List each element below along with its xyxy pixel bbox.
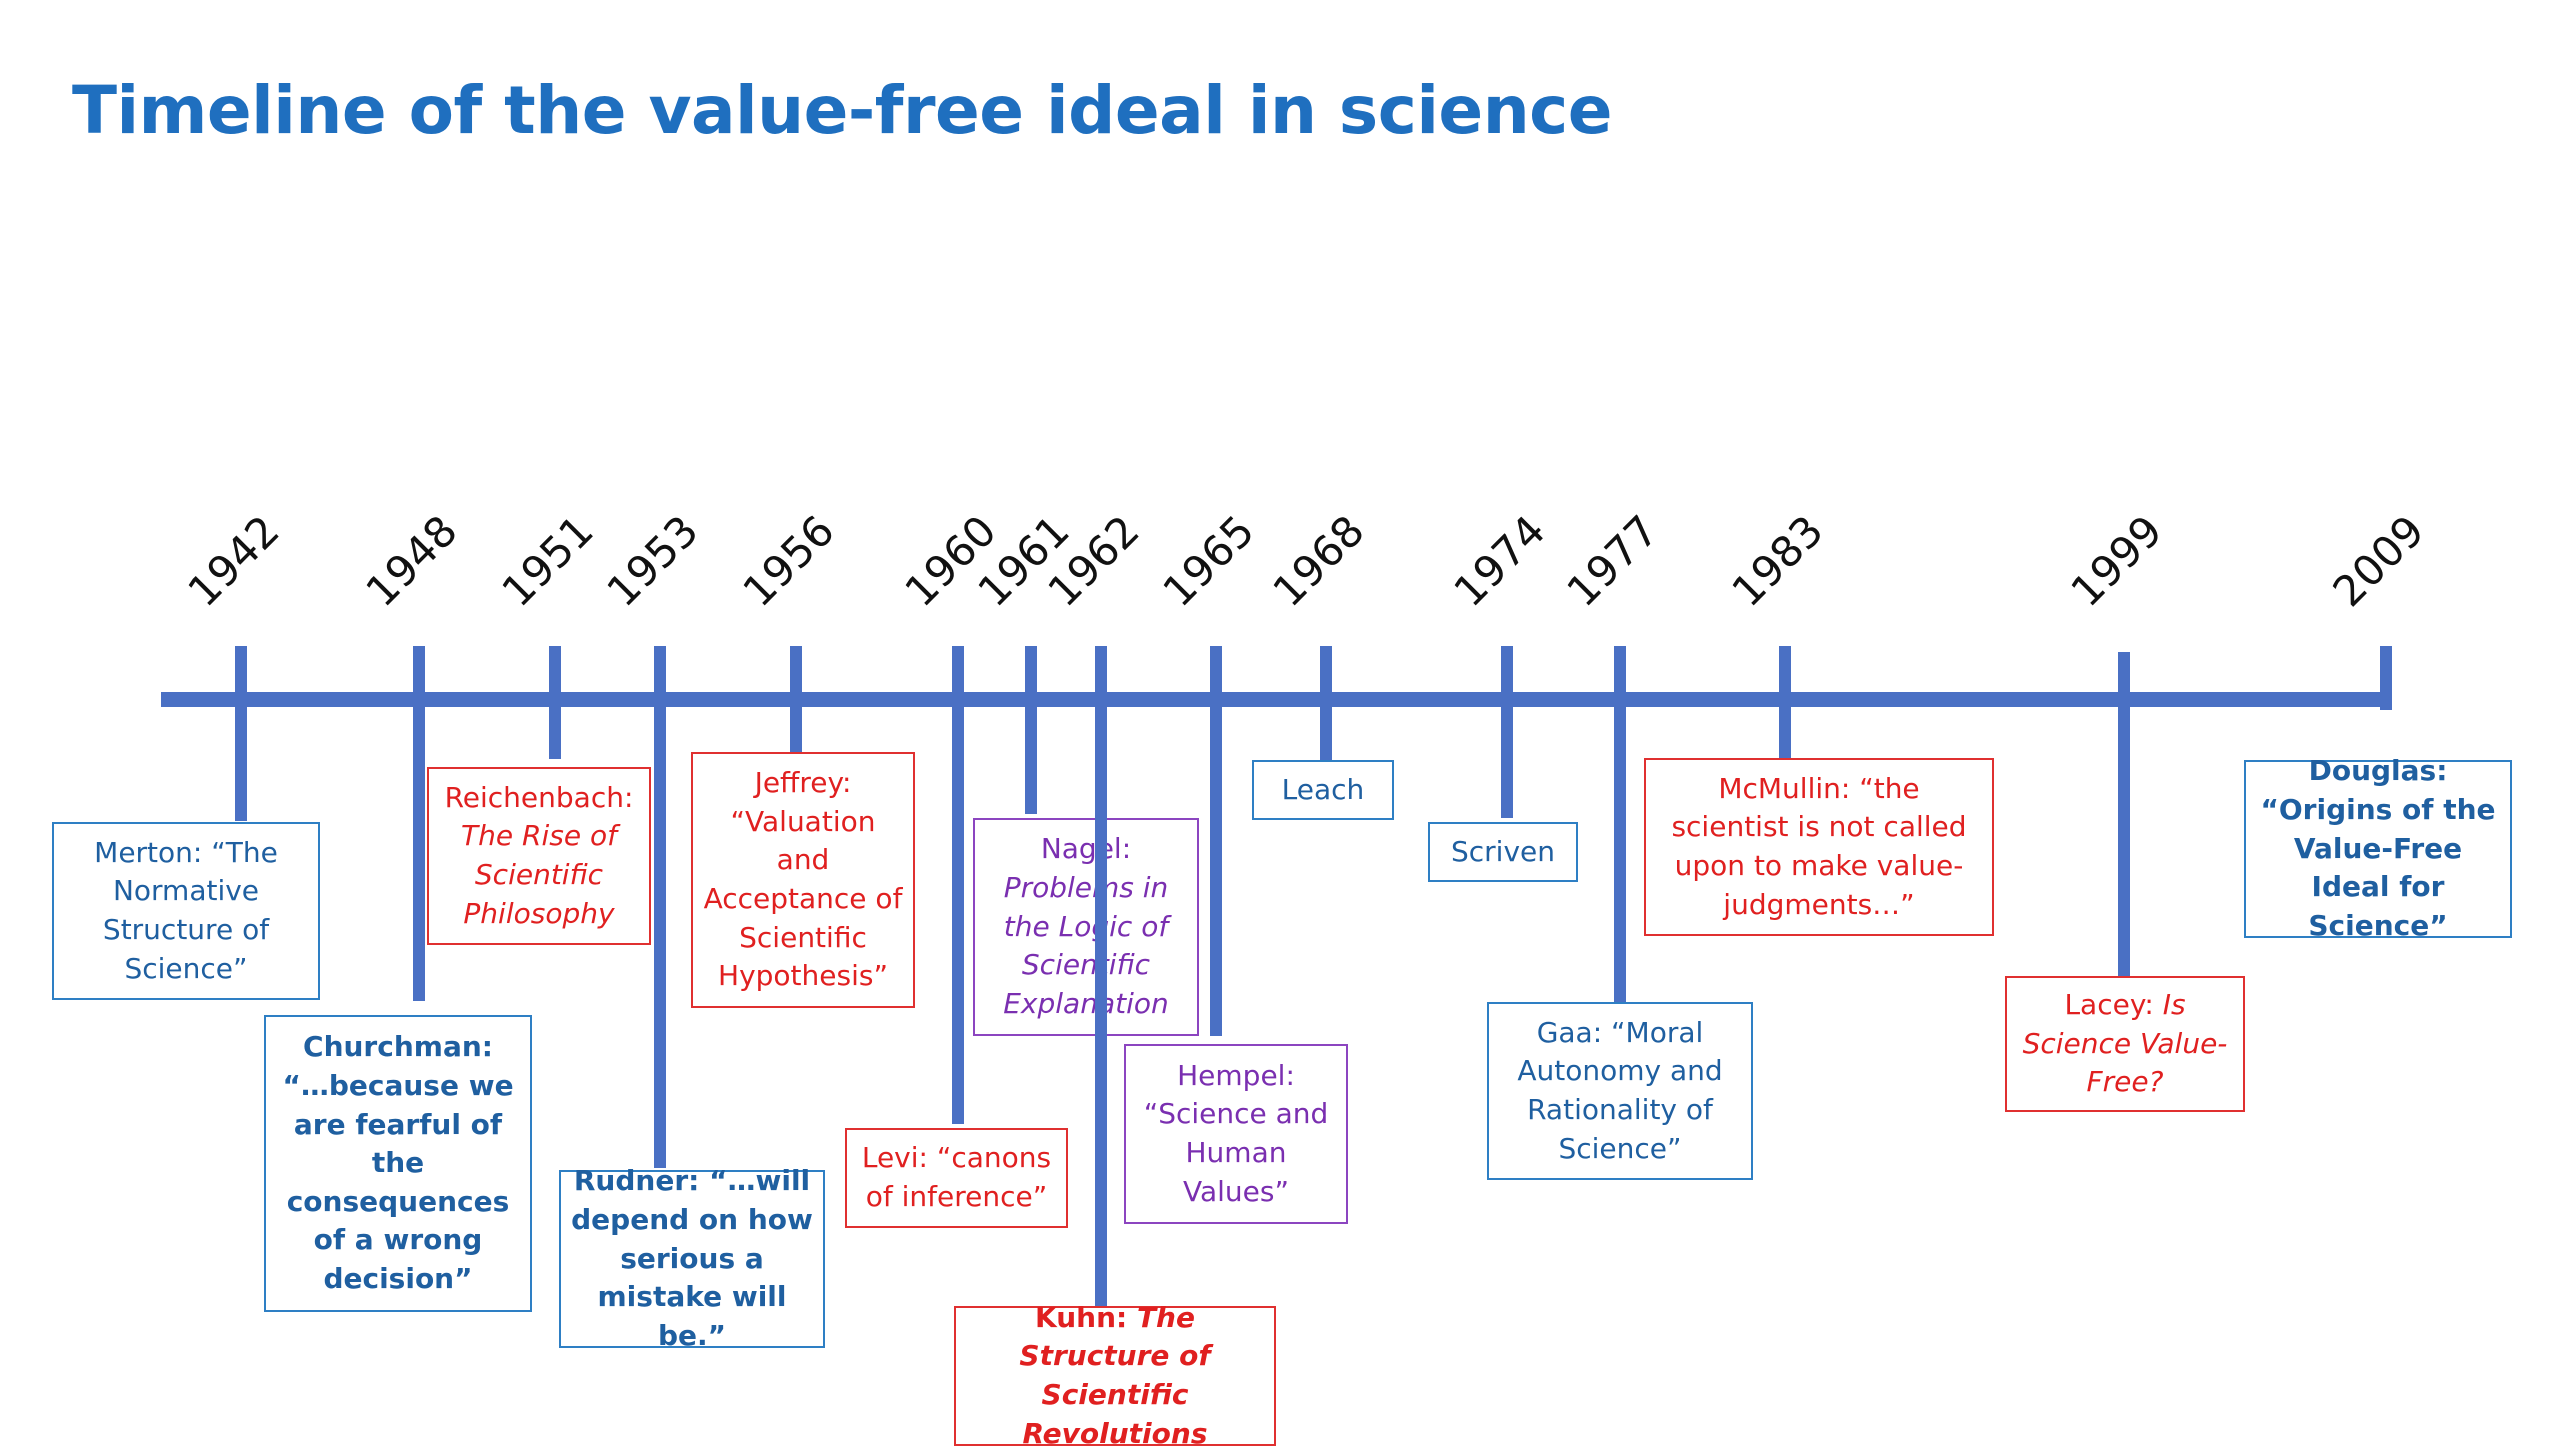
event-text: Levi: “canons of inference”	[857, 1139, 1056, 1216]
event-text-part: Kuhn:	[1035, 1300, 1137, 1334]
event-text: McMullin: “the scientist is not called u…	[1656, 770, 1982, 925]
timeline-axis	[161, 692, 2389, 707]
event-text: Douglas: “Origins of the Value-Free Idea…	[2256, 752, 2500, 945]
event-text-part: Leach	[1281, 772, 1365, 806]
year-label-1983: 1983	[1722, 505, 1833, 617]
year-label-1942: 1942	[178, 505, 289, 617]
event-text-part: Lacey:	[2064, 988, 2163, 1022]
year-label-1977: 1977	[1557, 505, 1668, 617]
event-box-kuhn: Kuhn: The Structure of Scientific Revolu…	[954, 1301, 1276, 1450]
year-label-1951: 1951	[492, 505, 603, 617]
event-text-part: Reichenbach:	[444, 780, 634, 814]
year-label-1968: 1968	[1263, 505, 1374, 617]
event-text-part: Gaa: “Moral Autonomy and Rationality of …	[1517, 1015, 1723, 1165]
timeline-tick-1956	[790, 646, 802, 754]
year-label-1956: 1956	[733, 505, 844, 617]
event-box-mcmullin: McMullin: “the scientist is not called u…	[1644, 758, 1994, 936]
event-title-italic: Problems in the Logic of Scientific Expl…	[1003, 871, 1169, 1020]
event-text: Lacey: Is Science Value-Free?	[2017, 986, 2233, 1102]
timeline-tick-1983	[1779, 646, 1791, 758]
timeline-tick-1960	[952, 646, 964, 1124]
year-label-1974: 1974	[1444, 505, 1555, 617]
year-label-1948: 1948	[356, 505, 467, 617]
event-box-hempel: Hempel: “Science and Human Values”	[1124, 1044, 1348, 1224]
event-text-part: Rudner: “…will depend on how serious a m…	[571, 1164, 813, 1352]
timeline-tick-1953	[654, 646, 666, 1168]
year-label-1999: 1999	[2061, 505, 2172, 617]
year-label-1953: 1953	[597, 505, 708, 617]
event-box-scriven: Scriven	[1428, 822, 1578, 882]
event-box-nagel: Nagel: Problems in the Logic of Scientif…	[973, 818, 1199, 1036]
event-box-douglas: Douglas: “Origins of the Value-Free Idea…	[2244, 754, 2512, 942]
year-label-2009: 2009	[2323, 505, 2434, 617]
timeline-tick-1951	[549, 646, 561, 759]
event-text-part: Scriven	[1450, 834, 1555, 868]
timeline-tick-1965	[1210, 646, 1222, 1036]
timeline-tick-1974	[1501, 646, 1513, 818]
event-text: Leach	[1282, 771, 1365, 810]
event-text-part: Levi: “canons of inference”	[861, 1141, 1052, 1213]
timeline-tick-1948	[413, 646, 425, 1001]
event-text: Rudner: “…will depend on how serious a m…	[571, 1162, 813, 1355]
event-box-levi: Levi: “canons of inference”	[845, 1128, 1068, 1228]
event-text: Nagel: Problems in the Logic of Scientif…	[985, 830, 1187, 1023]
event-text-part: Merton: “The Normative Structure of Scie…	[94, 835, 278, 985]
event-text-part: Jeffrey: “Valuation and Acceptance of Sc…	[703, 766, 903, 993]
event-title-italic: The Rise of Scientific Philosophy	[461, 819, 617, 930]
event-text: Merton: “The Normative Structure of Scie…	[64, 834, 308, 989]
year-label-1965: 1965	[1153, 505, 1264, 617]
event-text-part: Nagel:	[1040, 832, 1132, 866]
event-text-part: McMullin: “the scientist is not called u…	[1671, 771, 1967, 921]
timeline-tick-1961	[1025, 646, 1037, 814]
event-box-gaa: Gaa: “Moral Autonomy and Rationality of …	[1487, 1002, 1753, 1180]
event-title-italic: Is Science Value-Free?	[2022, 988, 2228, 1099]
event-box-reichenbach: Reichenbach: The Rise of Scientific Phil…	[427, 767, 651, 945]
event-box-lacey: Lacey: Is Science Value-Free?	[2005, 976, 2245, 1112]
timeline-tick-1962	[1095, 646, 1107, 1306]
event-box-rudner: Rudner: “…will depend on how serious a m…	[559, 1164, 825, 1352]
event-box-jeffrey: Jeffrey: “Valuation and Acceptance of Sc…	[691, 752, 915, 1008]
event-text: Gaa: “Moral Autonomy and Rationality of …	[1499, 1014, 1741, 1169]
timeline-tick-2009	[2380, 646, 2392, 710]
event-text: Jeffrey: “Valuation and Acceptance of Sc…	[703, 764, 903, 996]
event-box-merton: Merton: “The Normative Structure of Scie…	[52, 822, 320, 1000]
timeline-tick-1977	[1614, 646, 1626, 1002]
event-text: Hempel: “Science and Human Values”	[1136, 1057, 1336, 1212]
timeline-tick-1942	[235, 646, 247, 821]
event-text-part: Hempel: “Science and Human Values”	[1143, 1058, 1329, 1208]
event-box-churchman: Churchman: “…because we are fearful of t…	[264, 1015, 532, 1312]
event-box-leach: Leach	[1252, 760, 1394, 820]
event-text-part: Churchman: “…because we are fearful of t…	[282, 1030, 514, 1296]
event-text: Reichenbach: The Rise of Scientific Phil…	[439, 779, 639, 934]
event-text-part: Douglas: “Origins of the Value-Free Idea…	[2260, 754, 2496, 942]
timeline-tick-1968	[1320, 646, 1332, 762]
page-title: Timeline of the value-free ideal in scie…	[72, 72, 1613, 149]
timeline-tick-1999	[2118, 652, 2130, 977]
event-text: Scriven	[1451, 833, 1555, 872]
event-text: Kuhn: The Structure of Scientific Revolu…	[966, 1299, 1264, 1453]
event-text: Churchman: “…because we are fearful of t…	[276, 1028, 520, 1298]
